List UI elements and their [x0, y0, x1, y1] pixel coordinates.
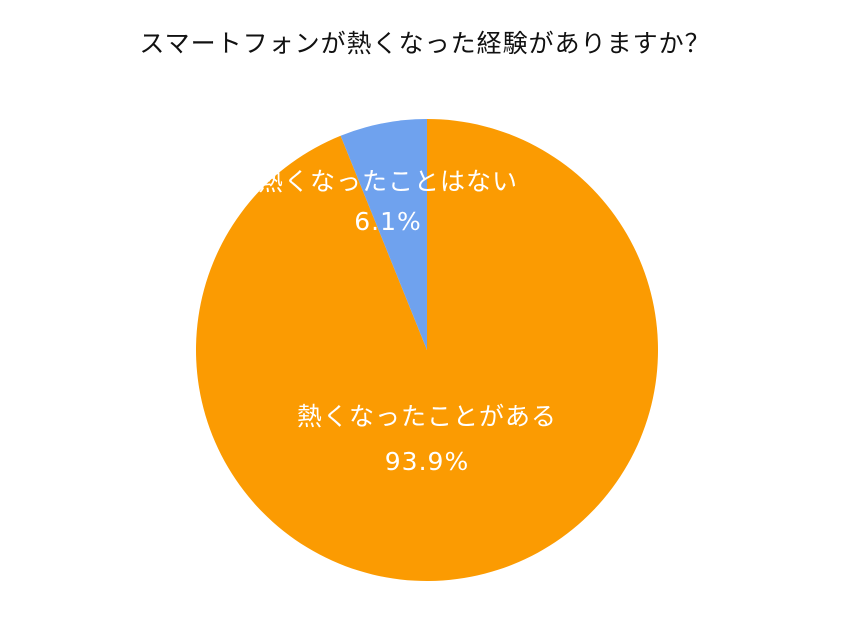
slice-value-1: 93.9%	[385, 447, 469, 476]
slice-label-2: 熱くなったことはない	[258, 167, 518, 196]
slice-value-2: 6.1%	[354, 207, 422, 236]
slice-label-1: 熱くなったことがある	[297, 402, 557, 431]
